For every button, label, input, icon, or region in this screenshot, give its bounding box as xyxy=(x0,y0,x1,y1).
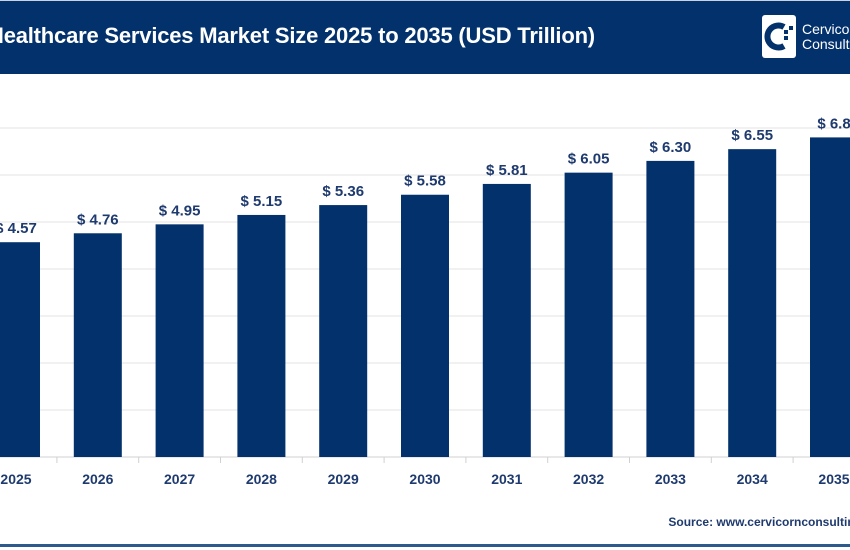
data-label: $ 6.05 xyxy=(568,151,610,168)
data-label: $ 6.30 xyxy=(650,139,692,156)
bar-2025 xyxy=(0,242,40,457)
bar-2034 xyxy=(728,149,777,457)
bar-2033 xyxy=(646,160,695,457)
logo-text: Cervicorn Consulting xyxy=(802,20,850,52)
chart-header: Healthcare Services Market Size 2025 to … xyxy=(0,0,850,74)
chart-title: Healthcare Services Market Size 2025 to … xyxy=(0,23,595,48)
bar-2032 xyxy=(564,172,613,457)
logo-line-2: Consulting xyxy=(802,35,850,52)
data-label: $ 6.8 xyxy=(817,115,850,132)
logo-c-icon xyxy=(762,15,796,58)
x-tick-label: 2035 xyxy=(818,471,849,487)
x-tick-label: 2033 xyxy=(655,471,686,487)
bottom-divider xyxy=(0,544,850,547)
bar-2028 xyxy=(237,214,286,457)
bar-2029 xyxy=(319,205,368,457)
logo-line-1: Cervicorn xyxy=(802,20,850,37)
x-tick-label: 2031 xyxy=(491,471,522,487)
bar-2031 xyxy=(482,183,531,457)
x-tick-label: 2025 xyxy=(0,471,31,487)
bar-2026 xyxy=(73,233,122,457)
data-label: $ 5.81 xyxy=(486,162,528,179)
data-label: $ 6.55 xyxy=(731,127,773,144)
x-tick-label: 2027 xyxy=(164,471,195,487)
x-tick-label: 2030 xyxy=(409,471,440,487)
bar-2027 xyxy=(155,224,204,457)
data-label: $ 4.57 xyxy=(0,220,37,237)
x-tick-label: 2034 xyxy=(737,471,768,487)
x-tick-label: 2032 xyxy=(573,471,604,487)
x-tick-label: 2026 xyxy=(82,471,113,487)
x-tick-label: 2028 xyxy=(246,471,277,487)
data-label: $ 5.58 xyxy=(404,173,446,190)
source-note: Source: www.cervicornconsulting.com xyxy=(668,515,850,529)
data-label: $ 4.95 xyxy=(159,202,201,219)
x-tick-label: 2029 xyxy=(328,471,359,487)
data-label: $ 4.76 xyxy=(77,211,119,228)
bar-chart: $ 4.57 2025 $ 4.76 2026 $ 4.95 2027 $ 5.15 2028… xyxy=(0,115,850,487)
bar-2030 xyxy=(401,194,449,457)
brand-logo: Cervicorn Consulting xyxy=(762,15,850,58)
bar-2035 xyxy=(810,137,850,457)
data-label: $ 5.15 xyxy=(241,193,283,210)
data-label: $ 5.36 xyxy=(322,183,364,200)
